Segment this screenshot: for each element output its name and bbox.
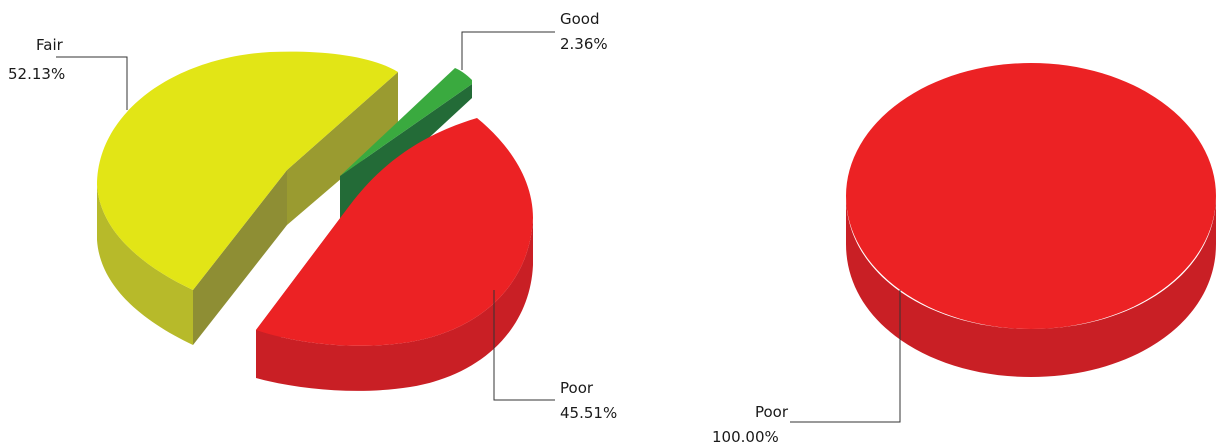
slice-label-fair-percent: 52.13% [8,65,65,83]
slice-label-poor-percent: 45.51% [560,404,617,422]
leader-line-fair [56,56,128,110]
slice-label-fair-name: Fair [36,36,64,54]
pie-slice-poor-top [256,118,533,346]
pie-slice-poor-full [846,63,1216,377]
pie-slice-fair-cut [193,170,287,345]
pie-slice-poor [256,118,533,391]
pie-slice-poor-full-top [846,63,1216,329]
leader-line-poor-full [790,290,901,423]
slice-label-good: Good 2.36% [461,10,608,70]
slice-label-fair: Fair 52.13% [8,36,128,110]
slice-label-poor-full: Poor 100.00% [712,290,901,446]
slice-label-poor-full-name: Poor [755,403,789,421]
leader-line-poor [493,290,555,401]
pie-slice-fair [97,51,398,345]
pie-slice-poor-side [256,218,533,391]
pie-chart-left: Fair 52.13% Good 2.36% Poor 45.51% [8,10,617,422]
pie-chart-right: Poor 100.00% [712,63,1216,446]
slice-label-poor: Poor 45.51% [493,290,617,422]
slice-label-good-percent: 2.36% [560,35,608,53]
slice-label-poor-name: Poor [560,379,594,397]
slice-label-good-name: Good [560,10,600,28]
pie-slice-fair-side [97,185,193,345]
leader-line-good [461,31,555,70]
pie-slice-poor-full-side [846,196,1216,377]
slice-label-poor-full-percent: 100.00% [712,428,779,446]
pie-slice-fair-top [97,51,398,290]
pie-slice-fair-cut-back [287,72,398,225]
pie-slice-good-top [340,68,472,176]
